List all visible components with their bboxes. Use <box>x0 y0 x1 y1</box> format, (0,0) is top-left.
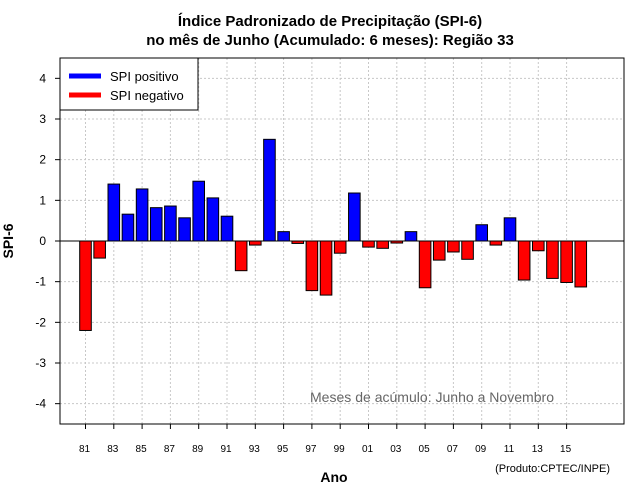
bar-1984 <box>121 213 135 242</box>
bar-1985 <box>135 188 149 242</box>
bar-1991 <box>220 215 234 242</box>
legend-label: SPI negativo <box>110 88 184 103</box>
bar-1983 <box>107 183 121 242</box>
x-tick-label: 01 <box>362 444 374 455</box>
bar-2000 <box>348 192 361 242</box>
bar-1995 <box>277 231 290 242</box>
bar-1994 <box>263 138 276 242</box>
x-tick-label: 07 <box>447 444 459 455</box>
bar-2010 <box>489 240 503 246</box>
bar-2009 <box>475 224 488 242</box>
x-tick-label: 99 <box>334 444 346 455</box>
y-tick-label: -4 <box>35 397 46 411</box>
y-tick-label: 0 <box>39 234 46 248</box>
x-tick-label: 83 <box>107 444 119 455</box>
bar-1998 <box>319 240 333 296</box>
bar-2011 <box>503 217 517 242</box>
x-tick-label: 13 <box>532 444 544 455</box>
legend: SPI positivo SPI negativo <box>59 57 199 111</box>
x-tick-label: 03 <box>390 444 402 455</box>
y-tick-label: -3 <box>35 356 46 370</box>
bar-1992 <box>234 240 248 272</box>
bar-2001 <box>362 240 375 248</box>
bar-2004 <box>404 231 418 242</box>
accumulation-annotation: Meses de acúmulo: Junho a Novembro <box>310 389 554 405</box>
y-axis: -4 -3 -2 -1 0 1 2 3 4 <box>35 71 60 411</box>
product-credit: (Produto:CPTEC/INPE) <box>495 463 610 475</box>
bar-2006 <box>432 240 446 261</box>
bar-1999 <box>333 240 347 254</box>
legend-label: SPI positivo <box>110 69 179 84</box>
y-tick-label: -1 <box>35 275 46 289</box>
bar-2015 <box>560 240 573 283</box>
bar-2016 <box>574 240 588 288</box>
bar-2013 <box>532 240 545 252</box>
x-tick-label: 93 <box>249 444 261 455</box>
x-tick-label: 95 <box>277 444 289 455</box>
chart-subtitle: no mês de Junho (Acumulado: 6 meses): Re… <box>146 32 514 49</box>
x-tick-label: 89 <box>192 444 204 455</box>
x-tick-label: 91 <box>220 444 232 455</box>
x-axis-label: Ano <box>320 469 347 485</box>
x-axis: 81 83 85 87 89 91 93 95 97 99 01 03 05 07 09 11 13 15 <box>79 424 572 455</box>
bar-2005 <box>418 240 432 289</box>
x-tick-label: 97 <box>305 444 317 455</box>
x-tick-label: 81 <box>79 444 91 455</box>
bar-1997 <box>305 240 319 292</box>
bar-2007 <box>447 240 460 253</box>
bar-2014 <box>546 240 559 279</box>
y-tick-label: 1 <box>39 193 46 207</box>
bar-1988 <box>178 217 191 242</box>
bar-2002 <box>376 240 389 249</box>
chart-title: Índice Padronizado de Precipitação (SPI-… <box>178 13 482 30</box>
x-tick-label: 85 <box>136 444 148 455</box>
bar-1990 <box>206 197 220 242</box>
x-tick-label: 09 <box>475 444 487 455</box>
bar-1987 <box>164 205 177 242</box>
y-tick-label: 2 <box>39 153 46 167</box>
y-tick-label: -2 <box>35 315 46 329</box>
y-axis-label: SPI-6 <box>0 223 16 258</box>
bar-1986 <box>149 207 163 242</box>
bar-2008 <box>461 240 474 260</box>
y-tick-label: 4 <box>39 71 46 85</box>
x-tick-label: 87 <box>164 444 176 455</box>
legend-box <box>59 57 199 111</box>
bar-2012 <box>517 240 531 281</box>
x-tick-label: 11 <box>504 444 515 455</box>
x-tick-label: 05 <box>419 444 431 455</box>
bars <box>79 138 588 331</box>
bar-1981 <box>79 240 92 331</box>
x-tick-label: 15 <box>560 444 572 455</box>
bar-1982 <box>93 240 106 259</box>
bar-1989 <box>192 180 205 242</box>
bar-1993 <box>249 240 262 246</box>
y-tick-label: 3 <box>39 112 46 126</box>
